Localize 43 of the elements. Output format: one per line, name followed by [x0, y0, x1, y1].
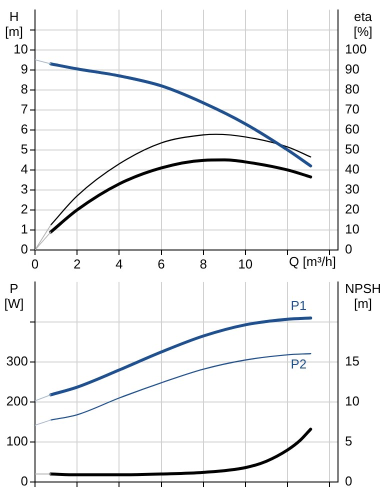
y2-tick-label: 30: [345, 182, 360, 197]
y-tick-label: 5: [20, 141, 28, 156]
y-axis-title: H [m]: [4, 8, 24, 39]
y2-axis-title: NPSH [m]: [344, 281, 382, 312]
x-axis-title: Q [m³/h]: [289, 254, 336, 270]
y-tick-label: 6: [20, 121, 28, 136]
y2-tick-label: 100: [345, 41, 367, 56]
y2-tick-label: 80: [345, 81, 360, 96]
y2-tick-label: 60: [345, 121, 360, 136]
y-tick-label: 200: [6, 394, 28, 409]
x-tick-label: 0: [31, 256, 39, 272]
y-tick-label: 0: [20, 474, 28, 489]
y-tick-label: 7: [20, 101, 28, 116]
y2-tick-label: 40: [345, 162, 360, 177]
x-tick-label: 8: [200, 256, 207, 272]
y2-tick-label: 0: [345, 242, 352, 257]
y2-tick-label: 0: [345, 474, 352, 489]
y2-axis-title: eta [%]: [354, 8, 373, 39]
y2-tick-label: 50: [345, 141, 360, 156]
y2-tick-label: 70: [345, 101, 360, 116]
y2-tick-label: 10: [345, 394, 360, 409]
y-axis-title: P [W]: [4, 281, 24, 312]
y2-tick-label: 90: [345, 61, 360, 76]
x-tick-label: 2: [73, 256, 81, 272]
x-tick-label: 6: [158, 256, 165, 272]
y-tick-label: 0: [20, 242, 28, 257]
y2-tick-label: 10: [345, 222, 360, 237]
y-tick-label: 10: [14, 41, 28, 56]
y2-tick-label: 15: [345, 354, 360, 369]
y-tick-label: 8: [20, 81, 28, 96]
y-tick-label: 2: [20, 202, 28, 217]
y-tick-label: 300: [6, 354, 28, 369]
series-label: P2: [290, 356, 307, 372]
y2-tick-label: 5: [345, 434, 352, 449]
y-tick-label: 9: [20, 61, 28, 76]
y-tick-label: 3: [20, 182, 28, 197]
x-tick-label: 10: [238, 256, 253, 272]
y-tick-label: 100: [6, 434, 28, 449]
y-tick-label: 1: [20, 222, 28, 237]
series-label: P1: [290, 298, 307, 314]
y-tick-label: 4: [20, 162, 28, 177]
x-tick-label: 4: [116, 256, 123, 272]
y2-tick-label: 20: [345, 202, 360, 217]
